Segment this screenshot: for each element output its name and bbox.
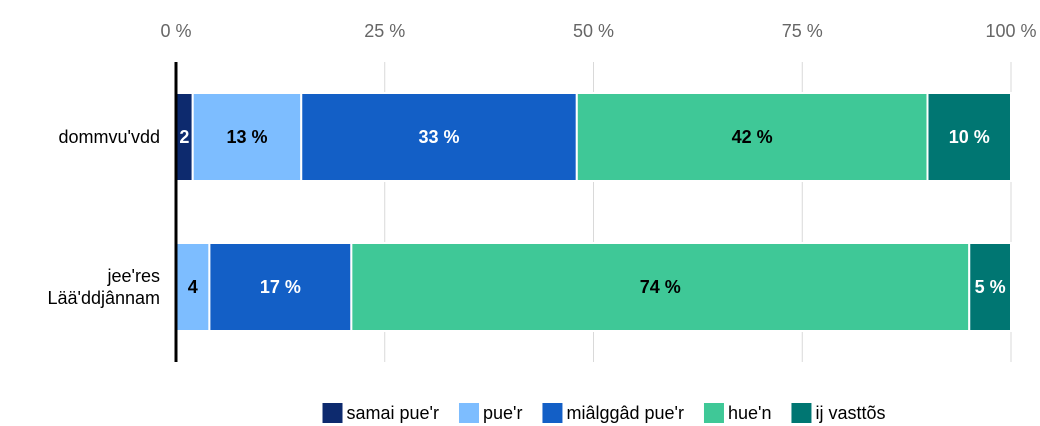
legend-label: hue'n (728, 403, 771, 423)
legend-swatch (542, 403, 563, 423)
bar-segment (300, 92, 578, 182)
data-label: 2 (179, 127, 189, 147)
legend-label: samai pue'r (347, 403, 439, 423)
y-tick-label: dommvu'vdd (58, 127, 160, 147)
x-tick-label: 100 % (985, 21, 1036, 41)
bar-segment (208, 242, 353, 332)
bar-segment (191, 92, 303, 182)
bar-segment (926, 92, 1012, 182)
data-label: 33 % (419, 127, 460, 147)
legend-swatch (458, 403, 479, 423)
y-tick-label: jee'res Lää'ddjânnam (47, 266, 160, 308)
bar-segment (968, 242, 1012, 332)
x-tick-label: 0 % (160, 21, 191, 41)
legend-swatch (322, 403, 343, 423)
x-tick-label: 75 % (782, 21, 823, 41)
data-label: 5 % (975, 277, 1006, 297)
data-label: 4 (188, 277, 198, 297)
data-label: 17 % (260, 277, 301, 297)
legend-label: pue'r (483, 403, 522, 423)
data-label: 10 % (949, 127, 990, 147)
data-label: 74 % (640, 277, 681, 297)
x-tick-label: 50 % (573, 21, 614, 41)
bar-segment (175, 242, 211, 332)
legend: samai pue'r pue'r miâlggâd pue'r hue'n ij va… (322, 403, 885, 423)
bar-segment (575, 92, 929, 182)
legend-label: miâlggâd pue'r (566, 403, 684, 423)
data-label: 42 % (732, 127, 773, 147)
legend-label: ij vasttõs (815, 403, 885, 423)
legend-swatch (703, 403, 724, 423)
data-label: 13 % (226, 127, 267, 147)
x-tick-label: 25 % (364, 21, 405, 41)
legend-swatch (791, 403, 812, 423)
